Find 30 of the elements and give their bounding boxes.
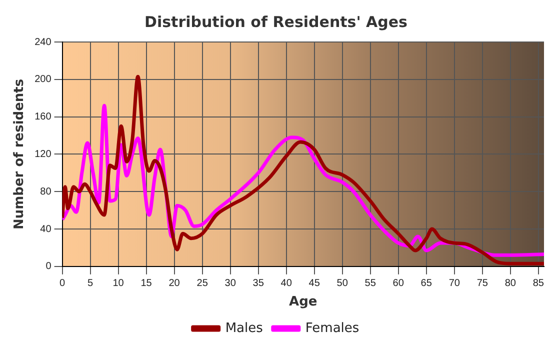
x-tick-label: 80 bbox=[504, 278, 516, 290]
x-tick-label: 65 bbox=[420, 278, 432, 290]
x-tick-label: 70 bbox=[448, 278, 460, 290]
x-tick-label: 75 bbox=[476, 278, 488, 290]
x-tick-label: 60 bbox=[392, 278, 404, 290]
x-tick-label: 50 bbox=[336, 278, 348, 290]
x-tick-label: 85 bbox=[532, 278, 544, 290]
y-tick-label: 240 bbox=[34, 36, 52, 48]
x-tick-label: 0 bbox=[60, 278, 66, 290]
y-tick-label: 120 bbox=[34, 148, 52, 160]
x-tick-label: 10 bbox=[112, 278, 124, 290]
y-axis-title: Number of residents bbox=[12, 78, 28, 230]
x-tick-label: 30 bbox=[224, 278, 236, 290]
x-tick-label: 20 bbox=[168, 278, 180, 290]
x-tick-label: 5 bbox=[88, 278, 94, 290]
y-tick-label: 200 bbox=[34, 74, 52, 86]
chart-title: Distribution of Residents' Ages bbox=[144, 12, 408, 31]
x-tick-label: 55 bbox=[364, 278, 376, 290]
x-tick-label: 45 bbox=[308, 278, 320, 290]
y-tick-label: 80 bbox=[40, 186, 52, 198]
x-tick-label: 40 bbox=[280, 278, 292, 290]
x-tick-label: 35 bbox=[252, 278, 264, 290]
x-tick-label: 25 bbox=[196, 278, 208, 290]
legend-label: Males bbox=[225, 320, 264, 336]
x-tick-label: 15 bbox=[140, 278, 152, 290]
y-tick-label: 0 bbox=[46, 261, 52, 272]
y-tick-label: 160 bbox=[34, 112, 52, 123]
legend-label: Females bbox=[305, 320, 360, 336]
x-axis-title: Age bbox=[289, 294, 318, 310]
y-tick-label: 40 bbox=[40, 224, 52, 235]
